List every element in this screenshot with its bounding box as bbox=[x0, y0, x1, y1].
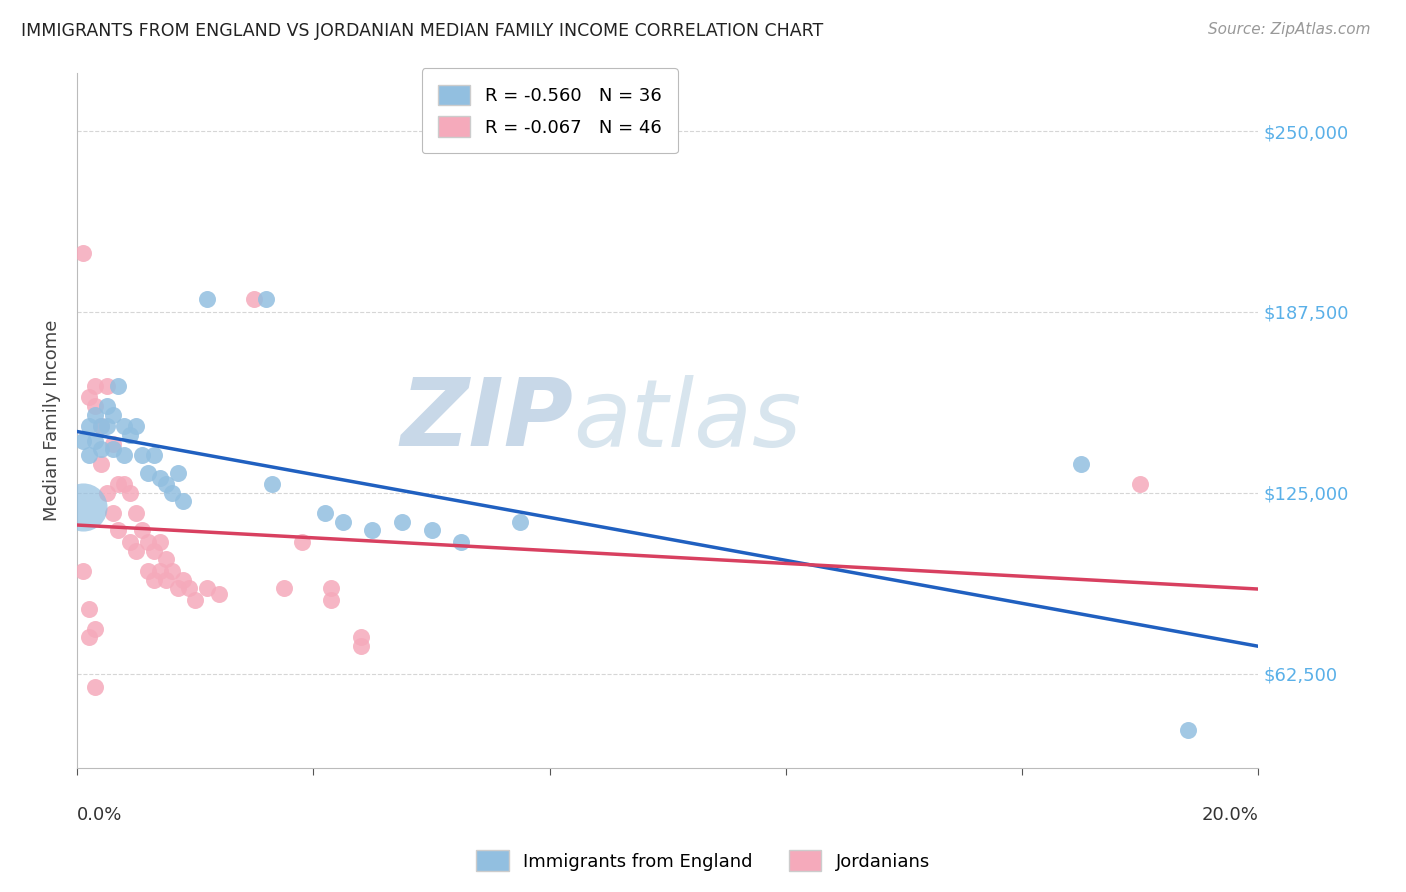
Text: ZIP: ZIP bbox=[401, 375, 574, 467]
Point bbox=[125, 543, 148, 558]
Point bbox=[166, 466, 188, 480]
Point bbox=[90, 419, 112, 434]
Point bbox=[83, 680, 105, 694]
Point bbox=[319, 582, 342, 596]
Point bbox=[83, 399, 105, 413]
Point bbox=[155, 552, 177, 566]
Text: Source: ZipAtlas.com: Source: ZipAtlas.com bbox=[1208, 22, 1371, 37]
Point bbox=[101, 442, 124, 457]
Point bbox=[77, 390, 100, 404]
Text: 0.0%: 0.0% bbox=[77, 805, 122, 824]
Point bbox=[72, 434, 94, 448]
Point bbox=[149, 564, 172, 578]
Point bbox=[96, 399, 118, 413]
Point bbox=[90, 419, 112, 434]
Point bbox=[509, 515, 531, 529]
Point bbox=[142, 573, 165, 587]
Point bbox=[273, 582, 295, 596]
Point bbox=[349, 639, 371, 653]
Legend: R = -0.560   N = 36, R = -0.067   N = 46: R = -0.560 N = 36, R = -0.067 N = 46 bbox=[422, 69, 678, 153]
Point bbox=[90, 442, 112, 457]
Point bbox=[184, 593, 207, 607]
Point bbox=[72, 500, 94, 515]
Point bbox=[96, 419, 118, 434]
Point bbox=[319, 593, 342, 607]
Point bbox=[450, 535, 472, 549]
Point bbox=[77, 419, 100, 434]
Point bbox=[136, 466, 159, 480]
Y-axis label: Median Family Income: Median Family Income bbox=[44, 319, 60, 521]
Point bbox=[243, 292, 266, 306]
Point bbox=[166, 582, 188, 596]
Point bbox=[208, 587, 231, 601]
Point bbox=[136, 564, 159, 578]
Point bbox=[96, 378, 118, 392]
Point bbox=[101, 506, 124, 520]
Point bbox=[77, 601, 100, 615]
Point bbox=[120, 485, 142, 500]
Point bbox=[290, 535, 312, 549]
Point bbox=[112, 448, 135, 462]
Point bbox=[77, 448, 100, 462]
Point bbox=[101, 436, 124, 450]
Text: IMMIGRANTS FROM ENGLAND VS JORDANIAN MEDIAN FAMILY INCOME CORRELATION CHART: IMMIGRANTS FROM ENGLAND VS JORDANIAN MED… bbox=[21, 22, 824, 40]
Point bbox=[149, 471, 172, 485]
Point bbox=[125, 506, 148, 520]
Point bbox=[90, 457, 112, 471]
Point bbox=[107, 477, 129, 491]
Point bbox=[120, 428, 142, 442]
Point bbox=[179, 582, 201, 596]
Point bbox=[112, 477, 135, 491]
Point bbox=[107, 524, 129, 538]
Point bbox=[195, 292, 218, 306]
Point bbox=[172, 494, 194, 508]
Point bbox=[155, 573, 177, 587]
Point bbox=[160, 564, 183, 578]
Point bbox=[361, 524, 384, 538]
Point bbox=[149, 535, 172, 549]
Point bbox=[349, 631, 371, 645]
Point bbox=[72, 245, 94, 260]
Point bbox=[142, 448, 165, 462]
Point bbox=[142, 543, 165, 558]
Point bbox=[136, 535, 159, 549]
Point bbox=[1177, 723, 1199, 737]
Point bbox=[260, 477, 283, 491]
Point bbox=[77, 631, 100, 645]
Point bbox=[101, 408, 124, 422]
Point bbox=[314, 506, 336, 520]
Point bbox=[420, 524, 443, 538]
Point bbox=[125, 419, 148, 434]
Point bbox=[131, 448, 153, 462]
Point bbox=[1129, 477, 1152, 491]
Text: atlas: atlas bbox=[574, 375, 801, 466]
Point bbox=[72, 564, 94, 578]
Point bbox=[96, 485, 118, 500]
Point bbox=[160, 485, 183, 500]
Point bbox=[83, 408, 105, 422]
Point bbox=[83, 378, 105, 392]
Point bbox=[254, 292, 277, 306]
Point bbox=[391, 515, 413, 529]
Point bbox=[120, 535, 142, 549]
Point bbox=[1070, 457, 1092, 471]
Point bbox=[83, 622, 105, 636]
Point bbox=[83, 434, 105, 448]
Point bbox=[195, 582, 218, 596]
Text: 20.0%: 20.0% bbox=[1202, 805, 1258, 824]
Point bbox=[112, 419, 135, 434]
Point bbox=[172, 573, 194, 587]
Point bbox=[107, 378, 129, 392]
Point bbox=[332, 515, 354, 529]
Point bbox=[131, 524, 153, 538]
Legend: Immigrants from England, Jordanians: Immigrants from England, Jordanians bbox=[470, 843, 936, 879]
Point bbox=[155, 477, 177, 491]
